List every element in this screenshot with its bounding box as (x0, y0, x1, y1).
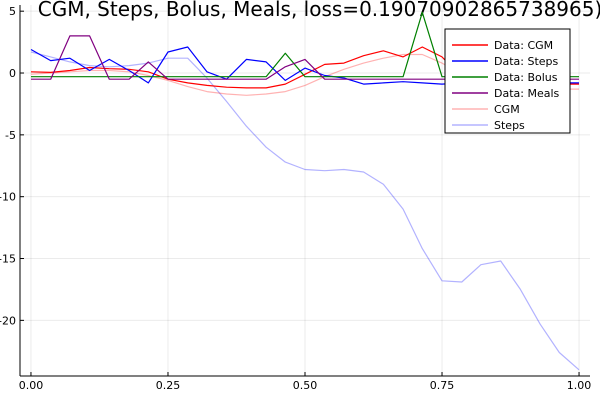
legend-label: Data: Meals (494, 87, 560, 100)
legend-label: Steps (494, 119, 525, 132)
legend-label: Data: CGM (494, 39, 553, 52)
y-tick-label: -5 (5, 129, 16, 142)
y-tick-label: -20 (0, 314, 16, 327)
series-line-steps (30, 51, 580, 371)
x-tick-labels: 0.00 0.25 0.50 0.75 1.00 (19, 379, 592, 392)
y-tick-label: -10 (0, 191, 16, 204)
legend-label: Data: Bolus (494, 71, 558, 84)
y-tick-label: 0 (9, 67, 16, 80)
y-tick-label: -15 (0, 253, 16, 266)
legend-label: Data: Steps (494, 55, 559, 68)
y-tick-label: 5 (9, 5, 16, 18)
x-tick-label: 0.00 (19, 379, 44, 392)
x-tick-label: 0.25 (156, 379, 181, 392)
x-tick-label: 0.50 (293, 379, 318, 392)
legend-box (444, 28, 571, 134)
x-tick-label: 1.00 (567, 379, 592, 392)
y-tick-labels: 5 0 -5 -10 -15 -20 (0, 5, 16, 327)
x-tick-label: 0.75 (430, 379, 455, 392)
legend: Data: CGM Data: Steps Data: Bolus Data: Mea… (444, 28, 571, 134)
axes (19, 5, 590, 377)
chart-title: CGM, Steps, Bolus, Meals, loss=0.1907090… (38, 0, 600, 21)
legend-label: CGM (494, 103, 520, 116)
